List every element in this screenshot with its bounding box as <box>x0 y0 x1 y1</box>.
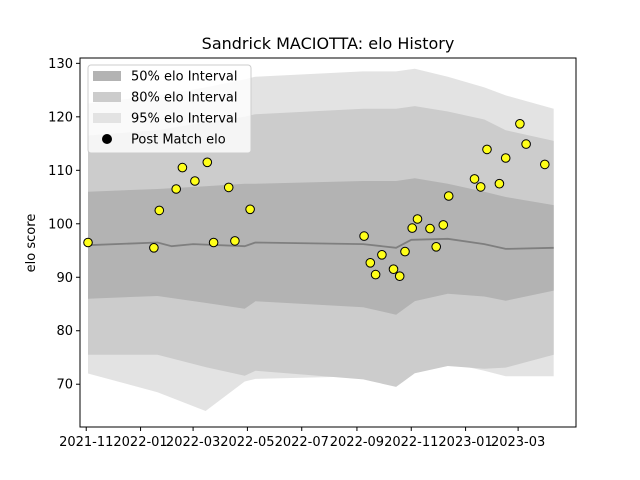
post-match-elo-point <box>400 246 410 257</box>
post-match-elo-point <box>425 223 435 234</box>
y-tick-label: 70 <box>56 378 73 393</box>
post-match-elo-point <box>431 242 442 252</box>
y-tick-label: 80 <box>56 324 73 339</box>
legend-swatch-band <box>93 113 121 123</box>
y-tick-label: 120 <box>48 110 73 125</box>
legend-label: 95% elo Interval <box>131 112 238 127</box>
x-tick-label: 2023-01 <box>438 435 492 450</box>
band-50-interval <box>88 178 554 315</box>
legend-swatch-band <box>93 92 121 102</box>
post-match-elo-point <box>365 258 376 268</box>
post-match-elo-point <box>438 220 449 230</box>
legend-swatch-band <box>93 71 121 81</box>
x-tick-label: 2022-01 <box>113 435 167 450</box>
legend-marker-point <box>102 134 112 144</box>
plot-frame <box>79 57 577 428</box>
x-tick-label: 2023-03 <box>491 435 545 450</box>
post-match-elo-point <box>412 214 423 224</box>
y-tick-label: 100 <box>48 217 73 232</box>
x-tick-label: 2021-11 <box>59 435 113 450</box>
post-match-elo-point <box>521 139 531 149</box>
x-tick-label: 2022-05 <box>220 435 274 450</box>
post-match-elo-point <box>482 144 492 155</box>
post-match-elo-point <box>208 237 219 248</box>
post-match-elo-point <box>469 174 480 184</box>
legend-label: Post Match elo <box>131 133 226 148</box>
post-match-elo-point <box>394 271 405 282</box>
post-match-elo-point <box>388 264 399 275</box>
post-match-elo-point <box>494 178 505 189</box>
legend-box <box>87 64 252 154</box>
y-axis-label: elo score <box>24 214 39 273</box>
post-match-elo-point <box>149 243 159 253</box>
post-match-elo-point <box>223 182 234 193</box>
post-match-elo-point <box>443 191 454 201</box>
legend-label: 50% elo Interval <box>131 70 238 85</box>
chart-title: Sandrick MACIOTTA: elo History <box>202 34 455 53</box>
post-match-elo-point <box>475 182 486 192</box>
y-tick-label: 90 <box>56 271 73 286</box>
post-match-elo-point <box>171 184 181 194</box>
post-match-elo-point <box>500 153 511 163</box>
x-tick-label: 2022-11 <box>384 435 438 450</box>
post-match-elo-point <box>202 157 213 168</box>
median-elo-line <box>87 237 554 250</box>
post-match-elo-point <box>154 205 165 216</box>
post-match-elo-point <box>177 162 188 173</box>
post-match-elo-point <box>359 231 369 241</box>
post-match-elo-point <box>540 159 550 170</box>
post-match-elo-point <box>377 250 387 260</box>
post-match-elo-point <box>230 236 240 246</box>
y-tick-label: 110 <box>48 164 73 179</box>
post-match-elo-point <box>515 119 525 129</box>
x-tick-label: 2022-03 <box>166 435 220 450</box>
post-match-elo-point <box>407 223 418 233</box>
x-tick-label: 2022-07 <box>275 435 329 450</box>
post-match-elo-point <box>83 237 93 248</box>
post-match-elo-point <box>370 269 381 280</box>
post-match-elo-point <box>190 176 200 186</box>
post-match-elo-point <box>245 204 255 215</box>
y-tick-label: 130 <box>48 57 73 72</box>
legend-label: 80% elo Interval <box>131 91 238 106</box>
x-tick-label: 2022-09 <box>330 435 384 450</box>
